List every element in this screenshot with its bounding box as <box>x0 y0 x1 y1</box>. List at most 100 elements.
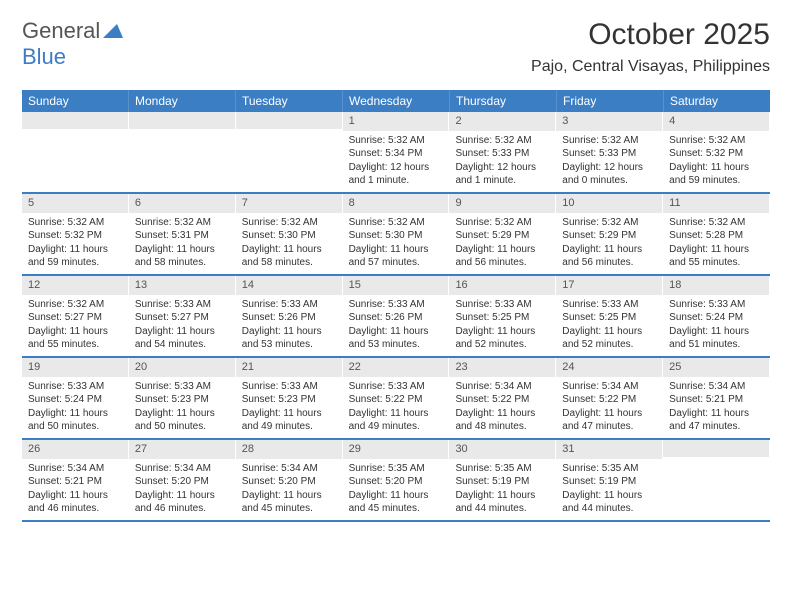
daylight-text: Daylight: 11 hours and 59 minutes. <box>669 161 763 188</box>
daylight-text: Daylight: 11 hours and 47 minutes. <box>669 407 763 434</box>
calendar-week-row: 26Sunrise: 5:34 AMSunset: 5:21 PMDayligh… <box>22 440 770 522</box>
daylight-text: Daylight: 11 hours and 54 minutes. <box>135 325 229 352</box>
day-body: Sunrise: 5:35 AMSunset: 5:19 PMDaylight:… <box>556 459 662 520</box>
sunset-text: Sunset: 5:24 PM <box>669 311 763 325</box>
daylight-text: Daylight: 11 hours and 46 minutes. <box>135 489 229 516</box>
sunset-text: Sunset: 5:25 PM <box>455 311 549 325</box>
logo-triangle-icon <box>103 24 123 38</box>
calendar-day-cell: 27Sunrise: 5:34 AMSunset: 5:20 PMDayligh… <box>129 440 236 520</box>
day-body: Sunrise: 5:32 AMSunset: 5:27 PMDaylight:… <box>22 295 128 356</box>
sunset-text: Sunset: 5:32 PM <box>28 229 122 243</box>
calendar-day-cell: 4Sunrise: 5:32 AMSunset: 5:32 PMDaylight… <box>663 112 770 192</box>
daylight-text: Daylight: 11 hours and 53 minutes. <box>242 325 336 352</box>
sunrise-text: Sunrise: 5:32 AM <box>669 134 763 148</box>
calendar-day-cell: 12Sunrise: 5:32 AMSunset: 5:27 PMDayligh… <box>22 276 129 356</box>
page-header: General Blue October 2025 Pajo, Central … <box>22 18 770 76</box>
day-number: 11 <box>663 194 769 213</box>
day-body: Sunrise: 5:35 AMSunset: 5:19 PMDaylight:… <box>449 459 555 520</box>
calendar-day-cell: 21Sunrise: 5:33 AMSunset: 5:23 PMDayligh… <box>236 358 343 438</box>
calendar-day-cell: 30Sunrise: 5:35 AMSunset: 5:19 PMDayligh… <box>449 440 556 520</box>
calendar-day-cell: 16Sunrise: 5:33 AMSunset: 5:25 PMDayligh… <box>449 276 556 356</box>
day-number: 29 <box>343 440 449 459</box>
calendar-empty-cell <box>22 112 129 192</box>
sunrise-text: Sunrise: 5:32 AM <box>349 216 443 230</box>
day-number: 21 <box>236 358 342 377</box>
day-body: Sunrise: 5:33 AMSunset: 5:25 PMDaylight:… <box>556 295 662 356</box>
sunrise-text: Sunrise: 5:33 AM <box>349 298 443 312</box>
sunset-text: Sunset: 5:33 PM <box>562 147 656 161</box>
day-body: Sunrise: 5:34 AMSunset: 5:21 PMDaylight:… <box>22 459 128 520</box>
day-body: Sunrise: 5:32 AMSunset: 5:34 PMDaylight:… <box>343 131 449 192</box>
day-number: 20 <box>129 358 235 377</box>
sunset-text: Sunset: 5:22 PM <box>562 393 656 407</box>
daylight-text: Daylight: 11 hours and 55 minutes. <box>669 243 763 270</box>
sunrise-text: Sunrise: 5:33 AM <box>135 380 229 394</box>
sunset-text: Sunset: 5:25 PM <box>562 311 656 325</box>
daylight-text: Daylight: 12 hours and 0 minutes. <box>562 161 656 188</box>
day-body: Sunrise: 5:34 AMSunset: 5:21 PMDaylight:… <box>663 377 769 438</box>
daylight-text: Daylight: 11 hours and 47 minutes. <box>562 407 656 434</box>
daylight-text: Daylight: 11 hours and 45 minutes. <box>349 489 443 516</box>
calendar-day-headers: SundayMondayTuesdayWednesdayThursdayFrid… <box>22 90 770 112</box>
logo-word-1: General <box>22 18 100 43</box>
sunset-text: Sunset: 5:19 PM <box>562 475 656 489</box>
calendar-week-row: 19Sunrise: 5:33 AMSunset: 5:24 PMDayligh… <box>22 358 770 440</box>
daylight-text: Daylight: 11 hours and 52 minutes. <box>562 325 656 352</box>
daylight-text: Daylight: 11 hours and 53 minutes. <box>349 325 443 352</box>
daylight-text: Daylight: 11 hours and 56 minutes. <box>562 243 656 270</box>
sunrise-text: Sunrise: 5:34 AM <box>669 380 763 394</box>
day-number <box>236 112 342 129</box>
calendar-empty-cell <box>236 112 343 192</box>
day-body: Sunrise: 5:32 AMSunset: 5:33 PMDaylight:… <box>449 131 555 192</box>
day-number: 30 <box>449 440 555 459</box>
calendar-day-cell: 11Sunrise: 5:32 AMSunset: 5:28 PMDayligh… <box>663 194 770 274</box>
calendar-week-row: 12Sunrise: 5:32 AMSunset: 5:27 PMDayligh… <box>22 276 770 358</box>
sunset-text: Sunset: 5:27 PM <box>135 311 229 325</box>
day-body: Sunrise: 5:33 AMSunset: 5:25 PMDaylight:… <box>449 295 555 356</box>
sunrise-text: Sunrise: 5:34 AM <box>242 462 336 476</box>
day-body: Sunrise: 5:32 AMSunset: 5:32 PMDaylight:… <box>663 131 769 192</box>
day-header: Wednesday <box>343 90 450 112</box>
day-number: 5 <box>22 194 128 213</box>
day-header: Friday <box>557 90 664 112</box>
day-body: Sunrise: 5:34 AMSunset: 5:22 PMDaylight:… <box>556 377 662 438</box>
calendar-day-cell: 9Sunrise: 5:32 AMSunset: 5:29 PMDaylight… <box>449 194 556 274</box>
sunset-text: Sunset: 5:21 PM <box>28 475 122 489</box>
day-body: Sunrise: 5:33 AMSunset: 5:23 PMDaylight:… <box>129 377 235 438</box>
calendar-day-cell: 17Sunrise: 5:33 AMSunset: 5:25 PMDayligh… <box>556 276 663 356</box>
sunset-text: Sunset: 5:22 PM <box>455 393 549 407</box>
sunrise-text: Sunrise: 5:33 AM <box>242 380 336 394</box>
day-number: 9 <box>449 194 555 213</box>
daylight-text: Daylight: 11 hours and 49 minutes. <box>349 407 443 434</box>
day-body: Sunrise: 5:35 AMSunset: 5:20 PMDaylight:… <box>343 459 449 520</box>
daylight-text: Daylight: 11 hours and 45 minutes. <box>242 489 336 516</box>
daylight-text: Daylight: 11 hours and 46 minutes. <box>28 489 122 516</box>
calendar-day-cell: 20Sunrise: 5:33 AMSunset: 5:23 PMDayligh… <box>129 358 236 438</box>
calendar-day-cell: 19Sunrise: 5:33 AMSunset: 5:24 PMDayligh… <box>22 358 129 438</box>
day-number: 10 <box>556 194 662 213</box>
daylight-text: Daylight: 11 hours and 51 minutes. <box>669 325 763 352</box>
sunrise-text: Sunrise: 5:33 AM <box>455 298 549 312</box>
day-number <box>129 112 235 129</box>
sunrise-text: Sunrise: 5:35 AM <box>349 462 443 476</box>
day-header: Thursday <box>450 90 557 112</box>
daylight-text: Daylight: 11 hours and 48 minutes. <box>455 407 549 434</box>
sunrise-text: Sunrise: 5:34 AM <box>455 380 549 394</box>
sunset-text: Sunset: 5:20 PM <box>135 475 229 489</box>
day-number: 27 <box>129 440 235 459</box>
day-body: Sunrise: 5:33 AMSunset: 5:27 PMDaylight:… <box>129 295 235 356</box>
sunset-text: Sunset: 5:34 PM <box>349 147 443 161</box>
sunset-text: Sunset: 5:28 PM <box>669 229 763 243</box>
day-body: Sunrise: 5:32 AMSunset: 5:28 PMDaylight:… <box>663 213 769 274</box>
day-body: Sunrise: 5:34 AMSunset: 5:20 PMDaylight:… <box>236 459 342 520</box>
day-body: Sunrise: 5:32 AMSunset: 5:33 PMDaylight:… <box>556 131 662 192</box>
day-body: Sunrise: 5:33 AMSunset: 5:24 PMDaylight:… <box>22 377 128 438</box>
day-body: Sunrise: 5:32 AMSunset: 5:29 PMDaylight:… <box>556 213 662 274</box>
calendar: SundayMondayTuesdayWednesdayThursdayFrid… <box>22 90 770 522</box>
day-body: Sunrise: 5:32 AMSunset: 5:32 PMDaylight:… <box>22 213 128 274</box>
day-number: 15 <box>343 276 449 295</box>
day-body: Sunrise: 5:32 AMSunset: 5:29 PMDaylight:… <box>449 213 555 274</box>
day-body <box>236 129 342 192</box>
sunrise-text: Sunrise: 5:33 AM <box>349 380 443 394</box>
calendar-day-cell: 29Sunrise: 5:35 AMSunset: 5:20 PMDayligh… <box>343 440 450 520</box>
